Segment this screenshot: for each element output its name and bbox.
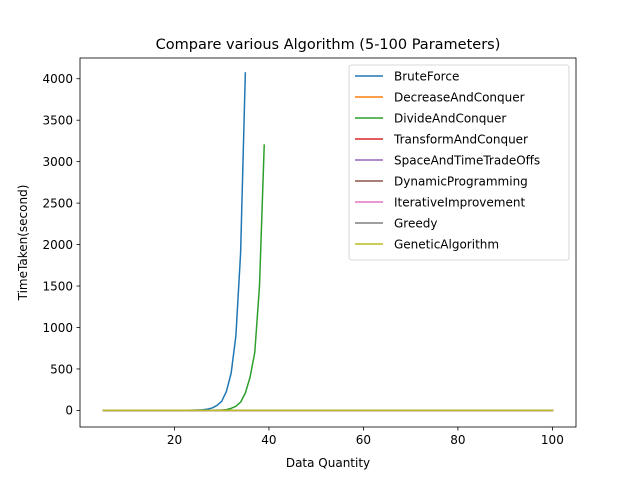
legend-label-spaceandtimetradeoffs: SpaceAndTimeTradeOffs	[394, 153, 540, 167]
legend-label-iterativeimprovement: IterativeImprovement	[394, 195, 525, 209]
series-layer	[102, 72, 554, 412]
legend-box	[348, 64, 570, 261]
y-axis: 0 500 1000 1500 2000 2500 3000 3500 4000	[42, 72, 80, 418]
legend-label-dynamicprogramming: DynamicProgramming	[394, 174, 528, 188]
x-tick-label: 60	[356, 433, 371, 447]
legend-label-bruteforce: BruteForce	[394, 69, 459, 83]
y-tick-label: 1000	[42, 321, 73, 335]
legend-label-greedy: Greedy	[394, 216, 437, 230]
y-tick-label: 2000	[42, 238, 73, 252]
series-line-bruteforce	[102, 72, 247, 412]
y-tick-label: 1500	[42, 279, 73, 293]
y-axis-label: TimeTaken(second)	[16, 185, 30, 302]
x-tick-label: 100	[541, 433, 564, 447]
legend-label-geneticalgorithm: GeneticAlgorithm	[394, 237, 499, 251]
legend-label-divideandconquer: DivideAndConquer	[394, 111, 506, 125]
chart-title: Compare various Algorithm (5-100 Paramet…	[156, 37, 501, 53]
y-tick-label: 3000	[42, 155, 73, 169]
y-tick-label: 3500	[42, 113, 73, 127]
y-tick-label: 500	[50, 362, 73, 376]
legend-label-decreaseandconquer: DecreaseAndConquer	[394, 90, 525, 104]
x-tick-label: 80	[450, 433, 465, 447]
plot-frame	[79, 57, 577, 428]
legend-label-transformandconquer: TransformAndConquer	[393, 132, 528, 146]
y-tick-label: 4000	[42, 72, 73, 86]
x-tick-label: 20	[167, 433, 182, 447]
x-axis-label: Data Quantity	[286, 456, 370, 470]
series-line-divideandconquer	[102, 144, 266, 412]
y-tick-label: 2500	[42, 196, 73, 210]
x-axis: 20 40 60 80 100	[167, 427, 564, 447]
y-tick-label: 0	[65, 404, 73, 418]
legend: BruteForce DecreaseAndConquer DivideAndCon…	[348, 64, 570, 261]
x-tick-label: 40	[261, 433, 276, 447]
